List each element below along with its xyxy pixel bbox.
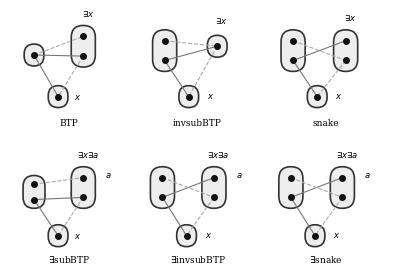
- Text: $x$: $x$: [74, 232, 81, 241]
- FancyBboxPatch shape: [48, 225, 68, 247]
- Text: $x$: $x$: [207, 92, 214, 101]
- FancyBboxPatch shape: [305, 225, 325, 247]
- FancyBboxPatch shape: [334, 30, 358, 71]
- FancyBboxPatch shape: [207, 35, 227, 57]
- Text: $\exists x\exists a$: $\exists x\exists a$: [207, 150, 229, 160]
- FancyBboxPatch shape: [177, 225, 196, 247]
- FancyBboxPatch shape: [330, 167, 354, 208]
- FancyBboxPatch shape: [281, 30, 305, 71]
- Text: $a$: $a$: [364, 171, 371, 180]
- Text: $x$: $x$: [335, 92, 343, 101]
- FancyBboxPatch shape: [150, 167, 175, 208]
- Text: invsubBTP: invsubBTP: [173, 119, 222, 128]
- Text: $x$: $x$: [333, 231, 340, 240]
- FancyBboxPatch shape: [71, 25, 95, 67]
- FancyBboxPatch shape: [48, 86, 68, 108]
- Text: BTP: BTP: [60, 119, 79, 128]
- Text: $\exists x\exists a$: $\exists x\exists a$: [77, 150, 99, 160]
- FancyBboxPatch shape: [307, 86, 327, 108]
- Text: $a$: $a$: [236, 171, 243, 180]
- FancyBboxPatch shape: [24, 44, 44, 66]
- Text: $\exists$subBTP: $\exists$subBTP: [48, 254, 90, 265]
- FancyBboxPatch shape: [152, 30, 177, 71]
- FancyBboxPatch shape: [202, 167, 226, 208]
- Text: $\exists x\exists a$: $\exists x\exists a$: [336, 150, 358, 160]
- Text: $\exists$snake: $\exists$snake: [309, 254, 343, 265]
- FancyBboxPatch shape: [23, 176, 45, 208]
- Text: $x$: $x$: [205, 231, 212, 240]
- Text: $\exists x$: $\exists x$: [81, 9, 94, 19]
- Text: $x$: $x$: [74, 93, 81, 102]
- Text: $\exists$invsubBTP: $\exists$invsubBTP: [169, 254, 226, 265]
- FancyBboxPatch shape: [279, 167, 303, 208]
- FancyBboxPatch shape: [179, 86, 199, 108]
- Text: $a$: $a$: [105, 171, 112, 180]
- FancyBboxPatch shape: [71, 167, 95, 208]
- Text: $\exists x$: $\exists x$: [344, 13, 356, 23]
- Text: $\exists x$: $\exists x$: [215, 16, 228, 26]
- Text: snake: snake: [312, 119, 339, 128]
